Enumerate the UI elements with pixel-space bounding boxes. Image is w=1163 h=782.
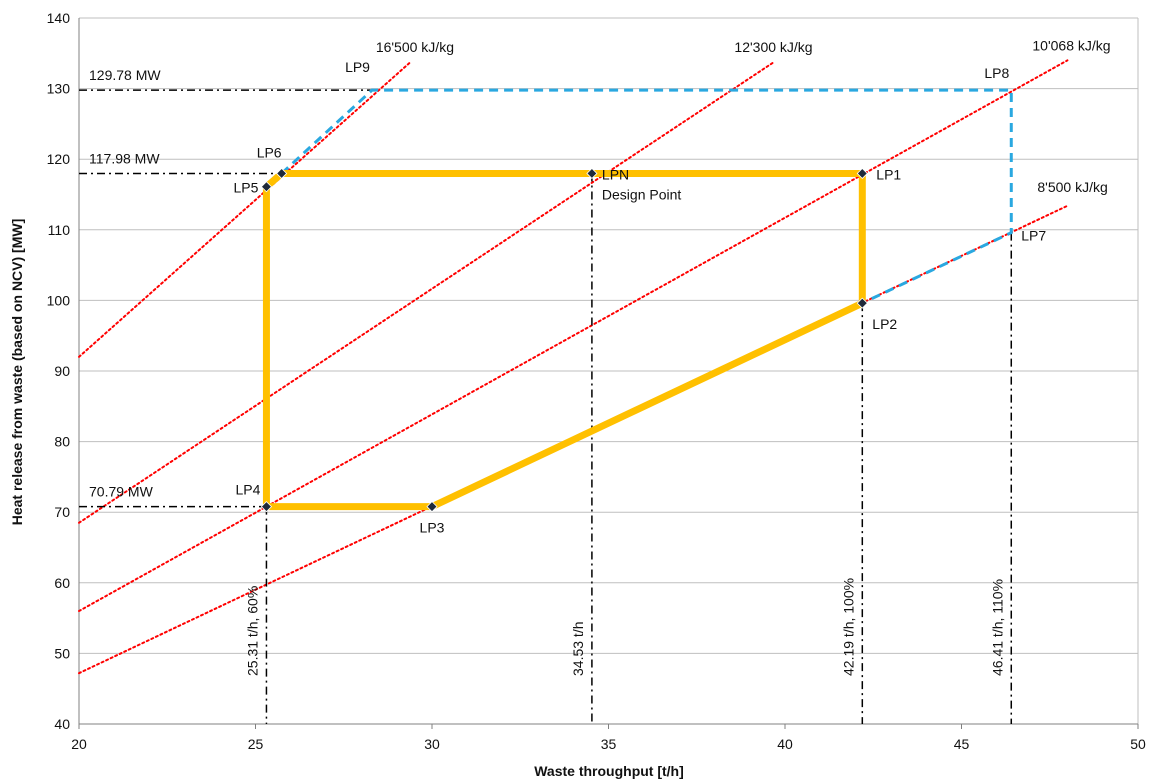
- point-label: LPN: [602, 166, 629, 182]
- x-tick-label: 25: [248, 736, 264, 752]
- point-marker: [856, 297, 868, 309]
- mw-reference-label: 117.98 MW: [89, 150, 160, 166]
- ncv-line: [78, 60, 776, 524]
- point-label: LP1: [876, 166, 901, 182]
- x-axis-title: Waste throughput [t/h]: [534, 763, 684, 779]
- operating-points: [260, 167, 868, 513]
- annotations: 16'500 kJ/kg 12'300 kJ/kg 10'068 kJ/kg 8'50…: [89, 37, 1111, 676]
- y-tick-label: 40: [54, 716, 70, 732]
- x-tick-label: 50: [1130, 736, 1146, 752]
- ncv-line: [78, 59, 1069, 613]
- point-label: LP7: [1021, 228, 1046, 244]
- mw-reference-label: 129.78 MW: [89, 67, 161, 83]
- point-label: LP9: [345, 59, 370, 75]
- ncv-lines: [78, 59, 1069, 675]
- y-tick-label: 60: [54, 575, 70, 591]
- ncv-line-label: 8'500 kJ/kg: [1037, 179, 1107, 195]
- reference-lines: [79, 89, 1013, 724]
- ncv-line-label: 12'300 kJ/kg: [734, 39, 812, 55]
- throughput-reference-label: 25.31 t/h, 60%: [244, 586, 260, 676]
- axis-ticks: 40 50 60 70 80 90 100 110 120 130 140 20 25 30 35 40 45 5…: [47, 10, 1146, 752]
- ncv-line-label: 10'068 kJ/kg: [1032, 37, 1110, 53]
- x-tick-label: 20: [71, 736, 87, 752]
- y-tick-label: 90: [54, 363, 70, 379]
- y-tick-label: 110: [48, 222, 71, 238]
- point-label: LP3: [420, 520, 445, 536]
- x-tick-label: 40: [777, 736, 793, 752]
- x-tick-label: 30: [424, 736, 440, 752]
- point-marker: [260, 501, 273, 513]
- y-tick-label: 50: [54, 645, 70, 661]
- throughput-reference-label: 42.19 t/h, 100%: [840, 578, 856, 676]
- point-marker: [276, 167, 288, 180]
- point-marker: [426, 501, 438, 513]
- design-point-label: Design Point: [602, 186, 681, 202]
- y-axis-title: Heat release from waste (based on NCV) […: [9, 219, 25, 526]
- point-label: LP5: [234, 180, 259, 196]
- extension-lines: [280, 88, 1013, 305]
- x-tick-label: 35: [601, 736, 617, 752]
- ncv-line: [78, 60, 412, 358]
- point-marker: [260, 181, 273, 193]
- y-tick-label: 70: [54, 504, 70, 520]
- mw-reference-label: 70.79 MW: [89, 484, 154, 500]
- point-label: LP2: [872, 316, 897, 332]
- y-tick-label: 100: [47, 292, 71, 308]
- point-label: LP8: [984, 65, 1009, 81]
- throughput-reference-label: 34.53 t/h: [570, 622, 586, 677]
- y-tick-label: 80: [54, 434, 70, 450]
- gridlines: [79, 17, 1138, 725]
- point-label: LP6: [257, 144, 282, 160]
- extension-line: [280, 88, 1013, 305]
- y-tick-label: 140: [47, 10, 71, 26]
- x-tick-label: 45: [954, 736, 970, 752]
- y-tick-label: 120: [47, 151, 71, 167]
- ncv-line-label: 16'500 kJ/kg: [376, 39, 454, 55]
- point-label: LP4: [236, 482, 261, 498]
- throughput-reference-label: 46.41 t/h, 110%: [989, 579, 1005, 676]
- y-tick-label: 130: [47, 81, 71, 97]
- point-marker: [586, 167, 598, 180]
- point-marker: [856, 167, 868, 180]
